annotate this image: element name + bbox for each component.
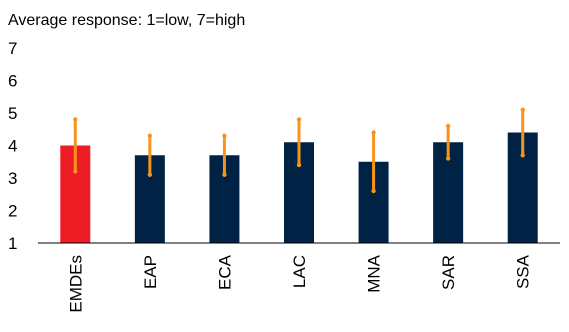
- error-bar-cap-low: [371, 188, 376, 194]
- y-tick-label-7: 7: [8, 39, 17, 58]
- x-category-label-eca: ECA: [215, 254, 234, 290]
- error-bar-cap-high: [520, 107, 525, 112]
- error-bar-cap-high: [147, 133, 153, 138]
- error-bars: [73, 107, 525, 194]
- error-bar-cap-low: [296, 162, 302, 168]
- error-bar-mna: [371, 130, 376, 194]
- error-bar-cap-high: [222, 133, 227, 138]
- error-bar-cap-high: [445, 123, 451, 129]
- error-bar-eca: [222, 133, 227, 177]
- chart-subtitle: Average response: 1=low, 7=high: [8, 12, 245, 29]
- error-bar-cap-low: [147, 172, 153, 177]
- y-tick-label-1: 1: [8, 234, 17, 253]
- x-category-label-ssa: SSA: [514, 254, 533, 289]
- x-category-label-eap: EAP: [141, 255, 160, 289]
- y-tick-label-3: 3: [8, 169, 17, 188]
- error-bar-sar: [445, 123, 451, 161]
- x-category-label-emdes: EMDEs: [66, 255, 85, 313]
- x-axis-category-labels: EMDEs EAP ECA LAC MNA SAR SSA: [66, 254, 532, 312]
- error-bar-eap: [147, 133, 153, 177]
- y-axis-tick-labels: 1 2 3 4 5 6 7: [8, 39, 17, 253]
- error-bar-cap-low: [445, 156, 451, 161]
- x-category-label-sar: SAR: [439, 255, 458, 290]
- error-bar-cap-low: [73, 169, 78, 174]
- y-tick-label-4: 4: [8, 137, 17, 156]
- y-tick-label-6: 6: [8, 72, 17, 91]
- y-tick-label-2: 2: [8, 202, 17, 221]
- error-bar-emdes: [73, 117, 78, 174]
- error-bar-ssa: [520, 107, 525, 158]
- error-bar-cap-low: [222, 172, 227, 177]
- error-bar-lac: [296, 117, 302, 168]
- error-bar-cap-high: [371, 130, 376, 135]
- error-bar-cap-low: [520, 153, 525, 158]
- error-bar-cap-high: [296, 117, 302, 122]
- x-category-label-lac: LAC: [290, 255, 309, 288]
- y-tick-label-5: 5: [8, 104, 17, 123]
- x-category-label-mna: MNA: [365, 254, 384, 292]
- error-bar-cap-high: [73, 117, 78, 122]
